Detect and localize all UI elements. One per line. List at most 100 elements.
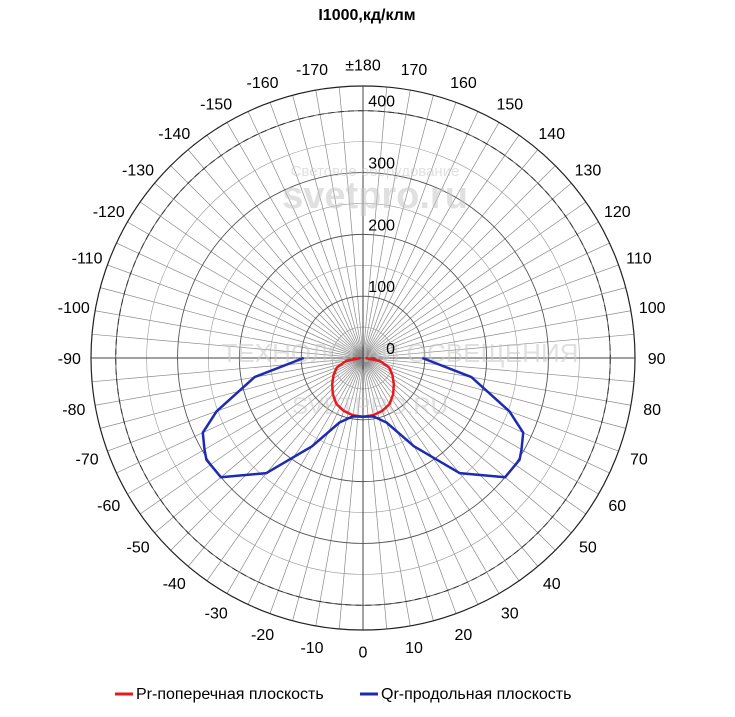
grid-spoke xyxy=(362,357,500,594)
grid-spoke xyxy=(315,357,364,626)
grid-spoke xyxy=(206,134,364,359)
angle-tick-label: -10 xyxy=(300,640,323,657)
grid-spoke xyxy=(315,90,364,359)
angle-tick-label: -70 xyxy=(76,451,99,468)
radial-tick-label: 200 xyxy=(368,217,395,234)
grid-spoke xyxy=(362,149,539,359)
grid-spoke xyxy=(362,310,631,359)
grid-spoke xyxy=(247,357,364,605)
grid-spoke xyxy=(154,357,364,534)
angle-tick-label: -50 xyxy=(126,540,149,557)
grid-spoke xyxy=(362,357,556,551)
grid-spoke xyxy=(338,87,364,359)
grid-spoke xyxy=(362,287,626,359)
grid-spoke xyxy=(292,95,364,359)
grid-spoke xyxy=(100,287,364,359)
grid-spoke xyxy=(226,122,364,359)
radial-tick-label: 0 xyxy=(386,341,395,358)
legend-label: Pr-поперечная плоскость xyxy=(136,686,324,703)
grid-spoke xyxy=(362,357,610,474)
legend: Pr-поперечная плоскость Qr-продольная пло… xyxy=(115,686,571,703)
grid-spoke xyxy=(362,87,388,359)
grid-spoke xyxy=(206,357,364,582)
angle-tick-label: -130 xyxy=(122,162,154,179)
angle-tick-label: 110 xyxy=(626,251,652,268)
angle-tick-label: 130 xyxy=(575,162,602,179)
grid-spoke xyxy=(127,357,364,495)
grid-spoke xyxy=(116,242,364,359)
angle-tick-labels: ±180 170160150140130120110100908070605040… xyxy=(58,57,666,661)
grid-spoke xyxy=(127,221,364,359)
angle-tick-label: 20 xyxy=(455,627,473,644)
grid-spoke xyxy=(362,264,619,359)
grid-spoke xyxy=(226,357,364,594)
grid-spoke xyxy=(338,357,364,629)
watermark: Световое оборудование svetpro.ru ТЕХНОЛО… xyxy=(222,163,579,420)
grid-spoke xyxy=(362,95,434,359)
grid-spoke xyxy=(362,357,434,621)
radial-tick-label: 400 xyxy=(368,94,395,111)
angle-tick-label: -160 xyxy=(247,75,279,92)
grid-spoke xyxy=(170,165,364,359)
grid-spoke xyxy=(362,182,572,359)
grid-spoke xyxy=(362,357,599,495)
grid-spoke xyxy=(107,264,364,359)
angle-tick-label: 50 xyxy=(579,540,597,557)
angle-tick-label: -20 xyxy=(251,627,274,644)
grid-spoke xyxy=(362,357,626,429)
grid-spoke xyxy=(170,357,364,551)
radial-tick-label: 100 xyxy=(368,279,395,296)
angle-tick-label: 40 xyxy=(543,576,561,593)
grid-spoke xyxy=(362,357,587,515)
angle-tick-label: ±180 xyxy=(345,57,381,74)
angle-tick-label: -90 xyxy=(58,351,81,368)
angle-tick-label: -100 xyxy=(58,300,90,317)
angle-tick-label: -110 xyxy=(72,251,103,268)
grid-spoke xyxy=(362,134,520,359)
grid-spoke xyxy=(292,357,364,621)
radial-tick-label: 300 xyxy=(368,156,395,173)
grid-spoke xyxy=(92,333,364,359)
angle-tick-label: 70 xyxy=(630,451,648,468)
grid-spoke xyxy=(362,333,634,359)
angle-tick-label: 160 xyxy=(450,75,477,92)
grid-spoke xyxy=(362,357,572,534)
grid-spoke xyxy=(139,201,364,359)
angle-tick-label: 170 xyxy=(401,62,428,79)
radial-tick-labels: 0 100 200 300 400 xyxy=(368,94,395,358)
grid-spoke xyxy=(95,310,364,359)
angle-tick-label: -140 xyxy=(158,126,190,143)
data-series xyxy=(201,356,525,479)
grid-spoke xyxy=(362,90,411,359)
grid-spoke xyxy=(247,111,364,359)
angle-tick-label: 0 xyxy=(359,645,368,662)
polar-grid xyxy=(90,85,636,631)
angle-tick-label: 140 xyxy=(538,126,565,143)
grid-spoke xyxy=(362,357,634,383)
angle-tick-label: -150 xyxy=(200,97,232,114)
angle-tick-label: -120 xyxy=(93,204,125,221)
grid-spoke xyxy=(362,102,457,359)
grid-spoke xyxy=(362,357,619,452)
grid-spoke xyxy=(362,357,479,605)
watermark-text-line3: ТЕХНОЛОГИИ ОСВЕЩЕНИЯ xyxy=(222,338,579,368)
grid-spoke xyxy=(362,165,556,359)
angle-tick-label: 150 xyxy=(496,97,523,114)
grid-spoke xyxy=(154,182,364,359)
legend-label: Qr-продольная плоскость xyxy=(381,686,571,703)
grid-spoke xyxy=(362,357,631,406)
grid-spoke xyxy=(362,242,610,359)
angle-tick-label: -80 xyxy=(62,402,85,419)
grid-spoke xyxy=(269,102,364,359)
grid-spoke xyxy=(362,357,388,629)
angle-tick-label: -40 xyxy=(163,576,186,593)
angle-tick-label: 10 xyxy=(405,640,423,657)
angle-tick-label: -30 xyxy=(205,605,228,622)
angle-tick-label: -170 xyxy=(296,62,328,79)
grid-spoke xyxy=(362,122,500,359)
grid-spoke xyxy=(139,357,364,515)
angle-tick-label: 30 xyxy=(501,605,519,622)
grid-spoke xyxy=(362,221,599,359)
chart-title: I1000,кд/клм xyxy=(318,7,415,24)
